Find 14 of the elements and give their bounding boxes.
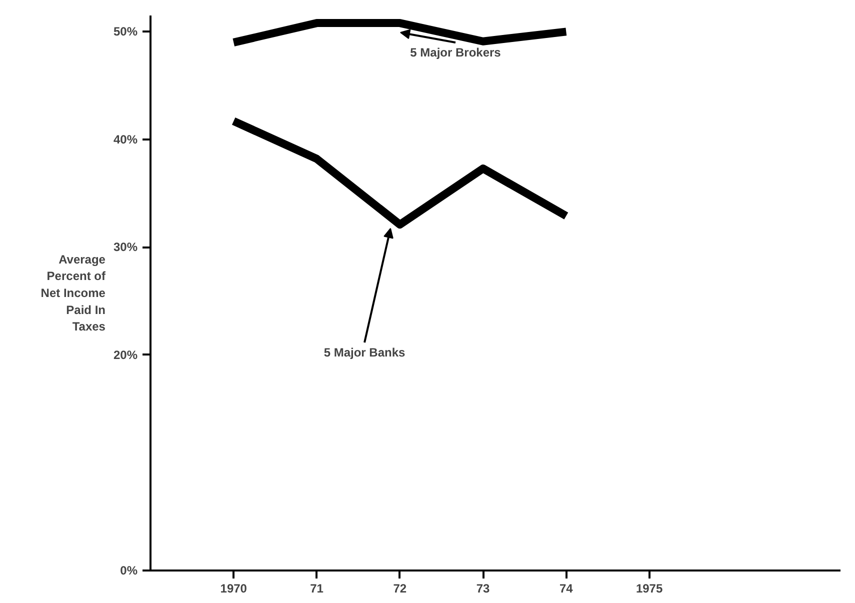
x-tick-label: 1975 [636, 582, 663, 596]
x-tick-label: 74 [559, 582, 574, 596]
y-tick-label: 40% [113, 132, 138, 146]
y-tick-label: 50% [113, 24, 138, 39]
x-tick-label: 72 [393, 582, 407, 596]
y-tick-label: 0% [120, 564, 138, 578]
x-tick-label: 1970 [220, 582, 248, 596]
annotation: 5 Major Banks [324, 346, 406, 360]
annotation: 5 Major Brokers [410, 46, 502, 60]
x-tick-label: 73 [476, 582, 490, 596]
y-axis-title: Average Percent of Net Income Paid In Taxes [40, 252, 106, 334]
x-tick-label: 71 [310, 582, 324, 596]
y-tick-label: 20% [113, 348, 138, 362]
y-tick-label: 30% [113, 240, 138, 254]
